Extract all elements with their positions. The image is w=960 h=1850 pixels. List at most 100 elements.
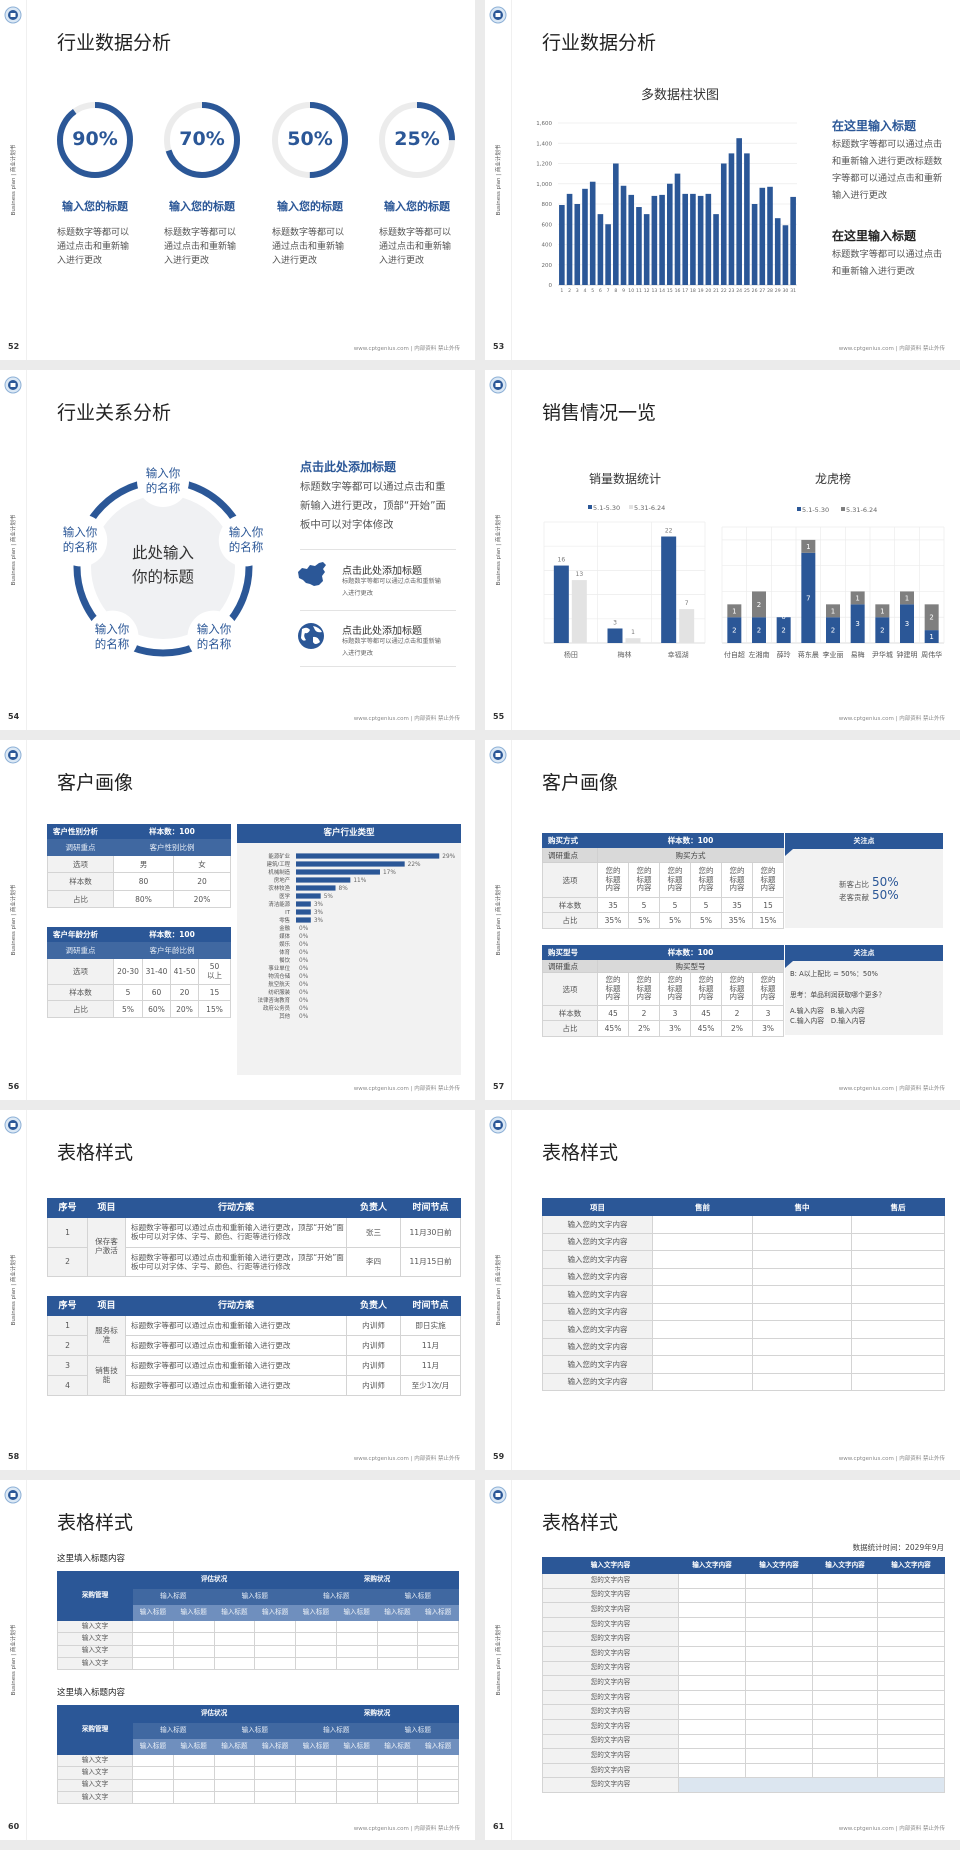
- table-cell: 客户性别分析: [47, 824, 114, 839]
- table-cell: 内训师: [346, 1355, 401, 1376]
- stat-label: 新客占比: [839, 880, 869, 889]
- table-cell: [877, 1675, 945, 1691]
- sidebar: [0, 1110, 27, 1470]
- cell-text: 您的标题内容: [605, 866, 621, 893]
- table-cell: 5%: [690, 912, 722, 929]
- value-label: 17%: [383, 870, 396, 876]
- cell-text: 您的标题内容: [760, 975, 776, 1002]
- side-label: Business plan | 商业计划书: [496, 1624, 502, 1696]
- table-cell: 您的标题内容: [721, 972, 753, 1006]
- category-label: 清洁能源: [268, 900, 290, 908]
- table-cell: 序号: [47, 1296, 88, 1316]
- text-block-body: 标题数字等都可以通过点击和重新输入进行更改标题数字等都可以通过点击和重新输入进行…: [832, 139, 943, 201]
- chart-title: 多数据柱状图: [640, 88, 719, 103]
- table-row: 采购管理 评估状况 采购状况: [57, 1571, 459, 1621]
- bar: [296, 853, 440, 859]
- table-cell: 输入文字内容: [745, 1557, 813, 1574]
- table-cell: [417, 1656, 459, 1671]
- y-tick-label: 0: [549, 283, 553, 289]
- logo-mark: [495, 383, 501, 387]
- table-cell: 您的标题内容: [659, 862, 691, 898]
- table-cell: 输入标题: [376, 1722, 459, 1739]
- ring-body: 标题数字等都可以通过点击和重新输入进行更改: [379, 228, 452, 266]
- table-row: 序号 项目 行动方案 负责人 时间节点: [47, 1296, 461, 1316]
- table-cell: 您的文字内容: [542, 1573, 679, 1589]
- legend-label: 5.1-5.30: [802, 506, 829, 514]
- x-tick-label: 27: [759, 288, 765, 294]
- slide-title: 表格样式: [542, 1512, 619, 1534]
- logo-icon: [4, 376, 22, 394]
- value-label: 0%: [299, 974, 309, 980]
- table-cell: [295, 1790, 337, 1805]
- table-cell: 5: [628, 897, 660, 913]
- cell-text: 您的标题内容: [698, 866, 714, 893]
- china-map-icon: [298, 562, 326, 586]
- value-label: 0%: [299, 934, 309, 940]
- table-cell: 输入标题: [417, 1738, 459, 1755]
- table-cell: [745, 1573, 813, 1589]
- table-cell: [877, 1704, 945, 1720]
- table-cell: [254, 1753, 296, 1768]
- table-cell: [295, 1656, 337, 1671]
- table-cell: [678, 1602, 746, 1618]
- table-caption: 这里填入标题内容: [57, 1688, 126, 1698]
- table-cell: [745, 1587, 813, 1604]
- industry-bar-chart: 能源矿业 29% 建筑/工程 22% 机械制造 17% 房地产 11% 农林牧渔 8% 医学 5% 清洁…: [258, 852, 456, 1020]
- table-body: 客户年龄分析 样本数：100 调研重点 客户年龄比例 选项 20-30 31-40 41-50…: [47, 927, 232, 1018]
- table-cell: [652, 1267, 753, 1286]
- focus-text: C.输入内容 D.输入内容: [790, 1017, 866, 1025]
- table-cell: 时间节点: [400, 1198, 461, 1218]
- value-label: 0%: [299, 1014, 309, 1020]
- x-tick-label: 10: [628, 288, 634, 294]
- panel-notch-icon: [785, 961, 793, 968]
- table-cell: [652, 1215, 753, 1234]
- table-row: 输入您的文字内容: [542, 1267, 945, 1286]
- node-backdrop: [137, 455, 189, 507]
- table-row: 您的文字内容: [542, 1733, 945, 1750]
- table-cell: [745, 1675, 813, 1691]
- ring-body: 标题数字等都可以通过点击和重新输入进行更改: [272, 228, 345, 266]
- x-tick-label: 16: [675, 288, 681, 294]
- page-number: 53: [493, 342, 505, 351]
- table-cell: [652, 1320, 753, 1339]
- category-label: 餐饮: [279, 956, 290, 964]
- table-cell: [877, 1748, 945, 1764]
- table-cell: 您的文字内容: [542, 1602, 679, 1618]
- table-cell: [752, 1355, 852, 1374]
- table-cell: [132, 1619, 174, 1634]
- table-row: 输入您的文字内容: [542, 1215, 945, 1234]
- notch-shape: [785, 961, 793, 968]
- table-cell: 行动方案: [125, 1198, 347, 1218]
- bar: [713, 214, 719, 285]
- table-row: 您的文字内容: [542, 1573, 945, 1589]
- table-cell: 输入文字内容: [678, 1557, 746, 1574]
- value-label: 3%: [314, 910, 324, 916]
- table-cell: [745, 1733, 813, 1750]
- x-tick-label: 5: [591, 288, 594, 294]
- table-cell: [877, 1616, 945, 1633]
- table-cell: 输入文字: [57, 1632, 133, 1646]
- table-cell: 调研重点: [542, 847, 598, 863]
- value-label: 5%: [324, 894, 334, 900]
- table-cell: [335, 1753, 378, 1768]
- table-cell: [851, 1215, 945, 1234]
- table-cell: 您的文字内容: [542, 1704, 679, 1720]
- data-label: 2: [831, 627, 835, 635]
- x-tick-label: 1: [560, 288, 563, 294]
- footer-text: www.cptgenius.com | 内部资料 禁止外传: [353, 1456, 460, 1462]
- table-cell: [812, 1616, 878, 1633]
- slide-title: 表格样式: [57, 1142, 134, 1164]
- bar: [605, 224, 611, 285]
- info-heading: 点击此处添加标题: [300, 460, 397, 474]
- table-cell: 您的文字内容: [542, 1631, 679, 1647]
- sidebar: [485, 1480, 512, 1840]
- logo-mark: [495, 753, 501, 757]
- table-cell: 输入标题: [213, 1588, 296, 1605]
- table-cell: 输入标题: [376, 1604, 419, 1621]
- table-row: 占比 45% 2% 3% 45% 2% 3%: [542, 1020, 785, 1037]
- table-cell: 35%: [721, 912, 753, 929]
- legend-swatch: [588, 505, 592, 509]
- cycle-node-label: 输入你的名称: [62, 525, 98, 554]
- table-row: 占比 35% 5% 5% 5% 35% 15%: [542, 912, 785, 929]
